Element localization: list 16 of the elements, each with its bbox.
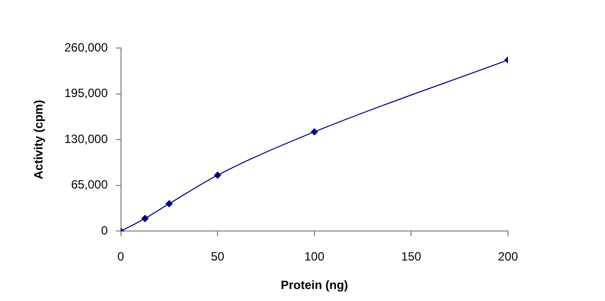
- x-tick-label: 100: [304, 250, 325, 264]
- y-tick-label: 195,000: [64, 86, 108, 100]
- x-tick-label: 200: [498, 250, 518, 264]
- y-tick-label: 260,000: [64, 40, 108, 54]
- x-axis-title: Protein (ng): [280, 278, 348, 292]
- point: [166, 200, 173, 208]
- point: [310, 128, 318, 136]
- x-tick-label: 150: [401, 250, 422, 264]
- y-tick-label: 65,000: [71, 178, 108, 192]
- y-axis-title: Activity (cpm): [32, 100, 46, 180]
- x-tick-label: 0: [117, 250, 124, 264]
- point: [214, 172, 222, 179]
- y-tick-label: 130,000: [64, 132, 108, 146]
- point: [141, 215, 148, 222]
- x-tick-label: 50: [210, 250, 225, 264]
- y-tick-label: 0: [101, 224, 108, 238]
